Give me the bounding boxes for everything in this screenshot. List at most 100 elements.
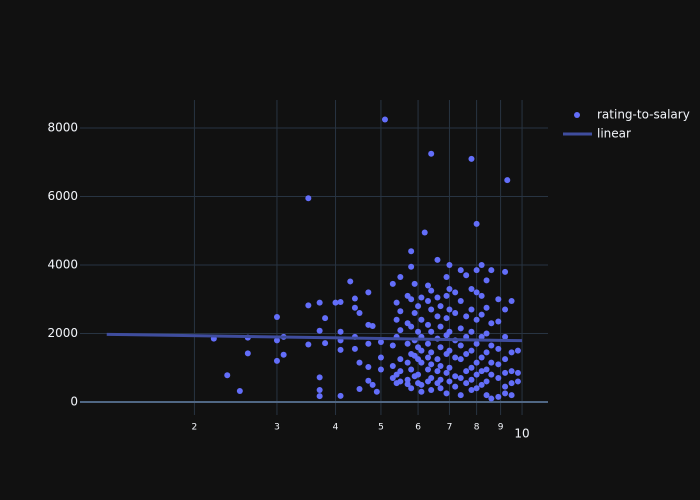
legend-label: rating-to-salary: [597, 108, 690, 122]
data-point: [411, 280, 418, 287]
data-point: [404, 340, 411, 347]
data-point: [424, 321, 431, 328]
data-point: [446, 306, 453, 313]
data-point: [473, 316, 480, 323]
data-point: [418, 381, 425, 388]
data-point: [514, 347, 521, 354]
data-point: [316, 327, 323, 334]
data-point: [305, 302, 312, 309]
data-point: [457, 325, 464, 332]
data-point: [463, 351, 470, 358]
data-point: [508, 368, 515, 375]
data-point: [468, 387, 475, 393]
data-point: [446, 262, 453, 268]
data-point: [337, 328, 344, 335]
data-point: [508, 349, 515, 356]
data-point: [488, 267, 495, 274]
data-point: [468, 285, 475, 292]
data-point: [421, 229, 428, 236]
data-point: [404, 359, 411, 366]
data-point: [377, 339, 384, 346]
data-point: [351, 304, 358, 311]
data-point: [418, 388, 425, 395]
data-point: [488, 359, 495, 366]
data-point: [478, 292, 485, 299]
data-point: [457, 297, 464, 304]
legend-label: linear: [597, 127, 631, 141]
data-point: [428, 287, 435, 294]
data-point: [373, 388, 380, 395]
data-point: [393, 299, 400, 306]
data-point: [495, 393, 502, 400]
data-point: [457, 392, 464, 399]
data-point: [478, 354, 485, 361]
data-point: [446, 328, 453, 335]
y-tick-label: 0: [70, 394, 78, 408]
data-point: [347, 278, 354, 285]
data-point: [424, 297, 431, 304]
data-point: [437, 323, 444, 330]
data-point: [337, 298, 344, 305]
data-point: [411, 309, 418, 316]
data-point: [468, 364, 475, 371]
data-point: [418, 316, 425, 323]
data-point: [397, 308, 404, 315]
data-point: [397, 273, 404, 280]
x-tick-label: 7: [447, 423, 453, 433]
data-point: [389, 375, 396, 382]
data-point: [443, 390, 450, 397]
data-point: [495, 361, 502, 368]
data-point: [468, 347, 475, 354]
data-point: [483, 304, 490, 311]
data-point: [337, 392, 344, 399]
data-point: [473, 220, 480, 227]
data-point: [495, 318, 502, 325]
data-point: [415, 328, 422, 335]
data-point: [424, 340, 431, 347]
data-point: [365, 377, 372, 384]
data-point: [473, 267, 480, 274]
data-point: [428, 150, 435, 157]
x-tick-label: 2: [192, 423, 198, 433]
data-point: [457, 267, 464, 274]
x-tick-label: 10: [514, 427, 529, 441]
x-tick-label: 5: [378, 423, 384, 433]
data-point: [273, 357, 280, 364]
data-point: [418, 294, 425, 301]
data-point: [408, 296, 415, 303]
data-point: [468, 328, 475, 335]
data-point: [473, 385, 480, 392]
trend-line: [106, 332, 523, 343]
data-point: [488, 371, 495, 378]
data-point: [446, 285, 453, 292]
data-point: [316, 393, 323, 400]
data-point: [504, 177, 511, 184]
y-tick-label: 6000: [47, 189, 78, 203]
data-point: [495, 345, 502, 352]
data-point: [418, 359, 425, 366]
data-point: [457, 342, 464, 349]
data-point: [514, 378, 521, 385]
data-point: [351, 345, 358, 352]
data-point: [483, 366, 490, 373]
data-point: [408, 366, 415, 373]
x-tick-label: 8: [474, 423, 480, 433]
data-point: [273, 337, 280, 344]
data-point: [457, 356, 464, 363]
data-point: [502, 369, 509, 376]
data-point: [389, 280, 396, 287]
data-point: [424, 366, 431, 373]
data-point: [408, 385, 415, 392]
data-point: [457, 375, 464, 382]
data-point: [322, 340, 329, 347]
data-point: [452, 373, 459, 380]
data-point: [428, 375, 435, 382]
data-point: [473, 359, 480, 366]
data-point: [443, 273, 450, 280]
data-point: [365, 289, 372, 296]
data-point: [468, 376, 475, 383]
data-point: [408, 263, 415, 270]
x-tick-label: 3: [274, 423, 280, 433]
data-point: [322, 315, 329, 322]
